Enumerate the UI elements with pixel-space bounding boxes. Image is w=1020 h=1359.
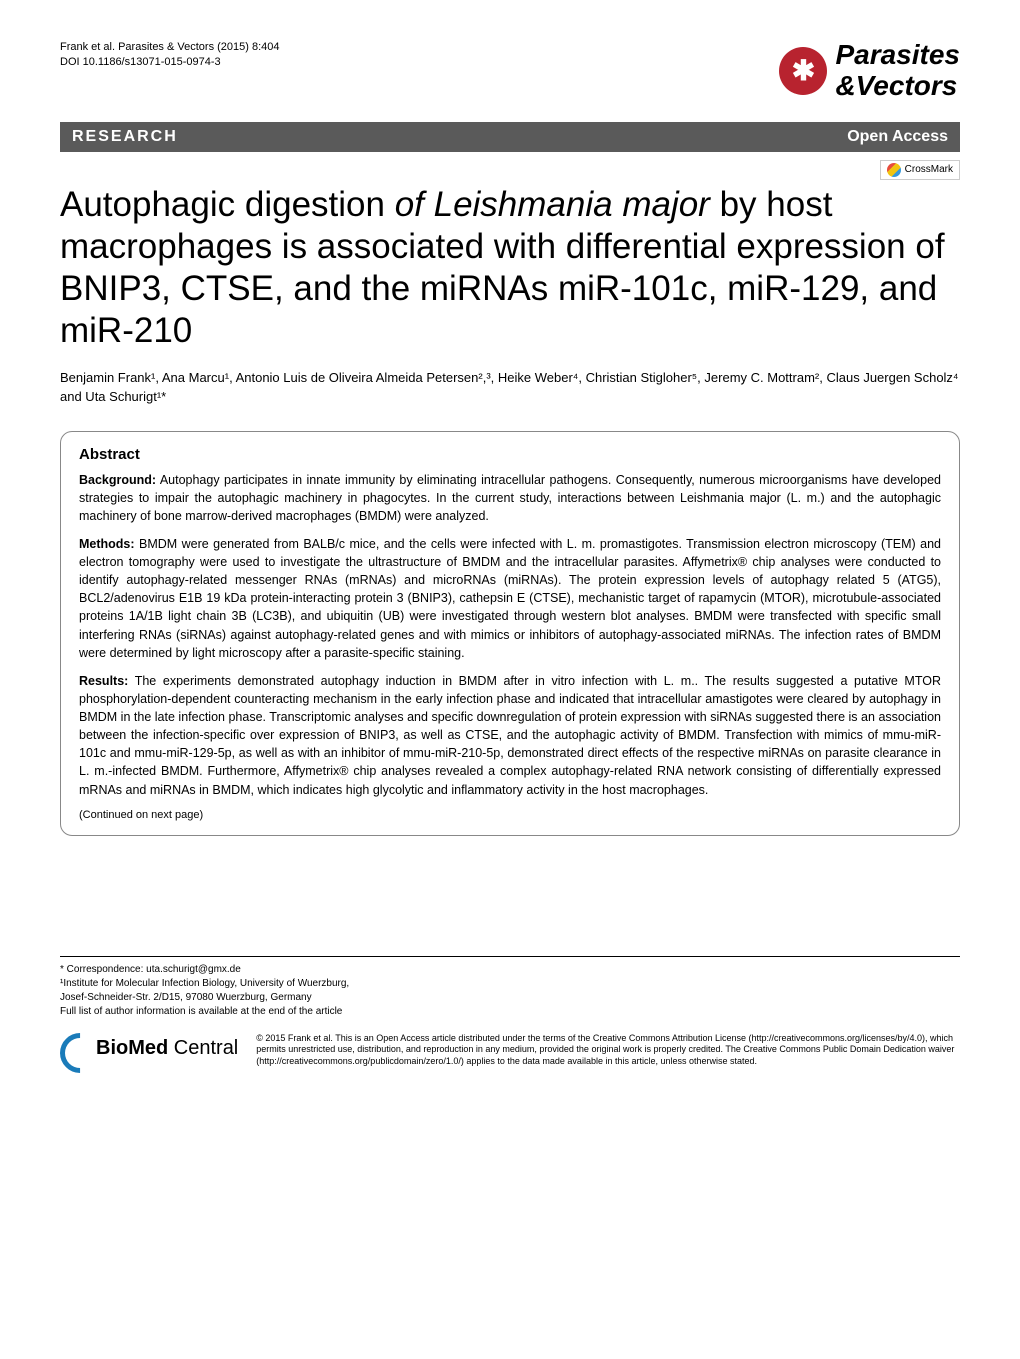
abstract-heading: Abstract	[79, 446, 941, 463]
article-type-bar: RESEARCH Open Access	[60, 122, 960, 152]
bmc-icon	[60, 1033, 90, 1063]
journal-name-line1: Parasites	[835, 40, 960, 71]
abstract-methods: Methods: BMDM were generated from BALB/c…	[79, 535, 941, 662]
methods-label: Methods:	[79, 537, 135, 551]
footer-bottom: BioMed Central © 2015 Frank et al. This …	[60, 1033, 960, 1068]
biomed-central-logo: BioMed Central	[60, 1033, 238, 1063]
article-title: Autophagic digestion of Leishmania major…	[60, 184, 960, 352]
bmc-name: BioMed Central	[96, 1034, 238, 1062]
results-text: The experiments demonstrated autophagy i…	[79, 674, 941, 797]
journal-name-line2: &Vectors	[835, 71, 960, 102]
journal-name: Parasites &Vectors	[835, 40, 960, 102]
crossmark-row: CrossMark	[60, 160, 960, 180]
citation-line: Frank et al. Parasites & Vectors (2015) …	[60, 40, 280, 55]
bmc-light: Central	[174, 1037, 238, 1059]
full-list-line: Full list of author information is avail…	[60, 1005, 960, 1019]
methods-text: BMDM were generated from BALB/c mice, an…	[79, 537, 941, 660]
page-header: Frank et al. Parasites & Vectors (2015) …	[60, 40, 960, 102]
open-access-label: Open Access	[847, 128, 948, 146]
title-part1: Autophagic digestion	[60, 185, 395, 224]
abstract-background: Background: Autophagy participates in in…	[79, 471, 941, 525]
title-italic1: of Leishmania major	[395, 185, 710, 224]
journal-logo: ✱ Parasites &Vectors	[779, 40, 960, 102]
background-label: Background:	[79, 473, 156, 487]
affiliation-line2: Josef-Schneider-Str. 2/D15, 97080 Wuerzb…	[60, 991, 960, 1005]
license-text: © 2015 Frank et al. This is an Open Acce…	[256, 1033, 960, 1068]
abstract-results: Results: The experiments demonstrated au…	[79, 672, 941, 799]
crossmark-label: CrossMark	[905, 164, 953, 175]
article-type-label: RESEARCH	[72, 128, 178, 146]
doi-line: DOI 10.1186/s13071-015-0974-3	[60, 55, 280, 70]
footer-block: * Correspondence: uta.schurigt@gmx.de ¹I…	[60, 956, 960, 1068]
correspondence-line: * Correspondence: uta.schurigt@gmx.de	[60, 963, 960, 977]
crossmark-badge[interactable]: CrossMark	[880, 160, 960, 180]
logo-glyph: ✱	[792, 54, 815, 87]
continued-note: (Continued on next page)	[79, 809, 941, 821]
crossmark-icon	[887, 163, 901, 177]
background-text: Autophagy participates in innate immunit…	[79, 473, 941, 523]
bmc-bold: BioMed	[96, 1037, 168, 1059]
results-label: Results:	[79, 674, 128, 688]
citation-block: Frank et al. Parasites & Vectors (2015) …	[60, 40, 280, 71]
authors-line: Benjamin Frank¹, Ana Marcu¹, Antonio Lui…	[60, 368, 960, 407]
affiliation-line1: ¹Institute for Molecular Infection Biolo…	[60, 977, 960, 991]
logo-icon: ✱	[779, 47, 827, 95]
abstract-box: Abstract Background: Autophagy participa…	[60, 431, 960, 836]
